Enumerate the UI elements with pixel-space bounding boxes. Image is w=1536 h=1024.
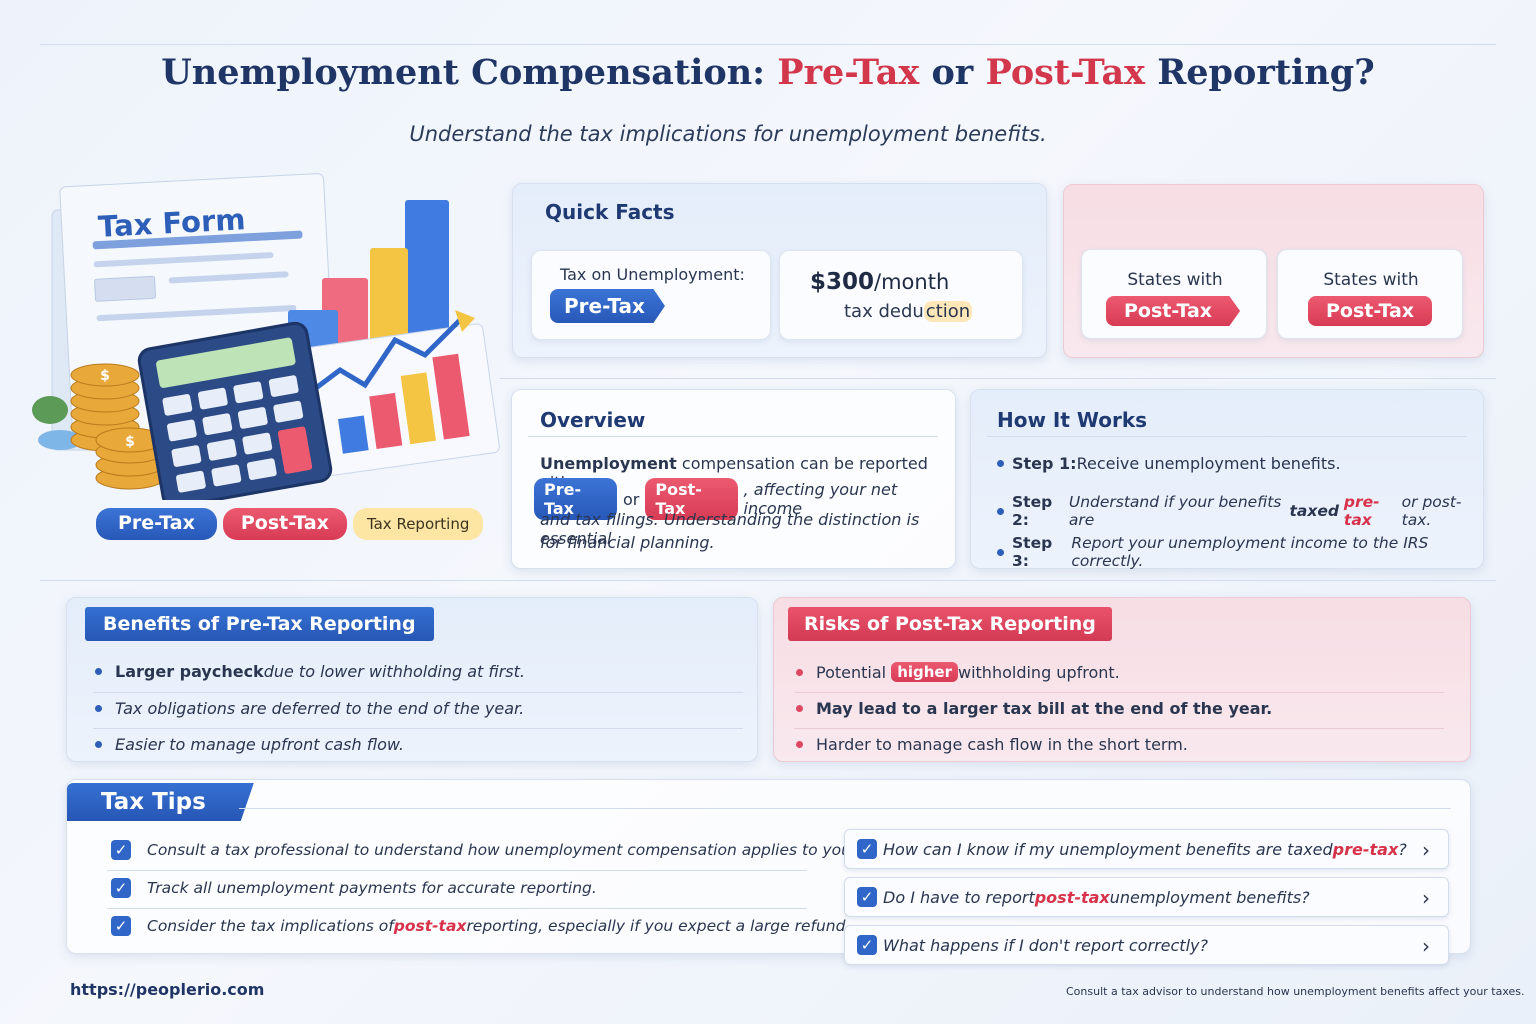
risk-2: May lead to a larger tax bill at the end… bbox=[796, 699, 1272, 718]
benefit-divider-1 bbox=[93, 692, 743, 693]
states-label-2: States with bbox=[1323, 270, 1419, 290]
tag-tax-reporting: Tax Reporting bbox=[352, 508, 484, 540]
step-2: Step 2: Understand if your benefits are … bbox=[997, 493, 1483, 529]
tax-tips-divider bbox=[239, 808, 1451, 809]
overview-heading: Overview bbox=[540, 408, 646, 432]
checkbox-icon: ✓ bbox=[857, 935, 877, 955]
how-it-works-heading: How It Works bbox=[997, 408, 1148, 432]
page-title: Unemployment Compensation: Pre-Tax or Po… bbox=[161, 52, 1375, 93]
footer-url[interactable]: https://peoplerio.com bbox=[70, 980, 265, 999]
hero-illustration: $ $ Pre-Tax Post-Tax Tax Reporting Tax F… bbox=[30, 170, 500, 550]
tip-2: ✓ Track all unemployment payments for acc… bbox=[111, 878, 597, 898]
tax-tips-heading: Tax Tips bbox=[67, 783, 254, 821]
fact-tax-on-unemployment: Tax on Unemployment: Pre-Tax bbox=[531, 250, 771, 340]
how-it-works-divider bbox=[987, 436, 1467, 437]
benefits-card: Benefits of Pre-Tax Reporting Larger pay… bbox=[66, 597, 758, 762]
title-pre-tax: Pre-Tax bbox=[777, 52, 920, 93]
checkbox-icon: ✓ bbox=[111, 840, 131, 860]
svg-text:$: $ bbox=[100, 368, 110, 384]
risk-3: Harder to manage cash flow in the short … bbox=[796, 735, 1188, 754]
risk-divider-2 bbox=[794, 728, 1444, 729]
quick-facts-card: Quick Facts Tax on Unemployment: Pre-Tax… bbox=[512, 183, 1047, 358]
overview-line-2: Pre-Tax or Post-Tax , affecting your net… bbox=[534, 478, 955, 520]
faq-post-tax[interactable]: ✓ Do I have to report post-tax unemploym… bbox=[844, 877, 1449, 917]
overview-divider bbox=[528, 436, 938, 437]
top-divider bbox=[40, 44, 1496, 45]
overview-line-4: for financial planning. bbox=[540, 533, 715, 552]
checkbox-icon: ✓ bbox=[111, 878, 131, 898]
tag-post-tax: Post-Tax bbox=[222, 508, 347, 540]
risks-card: Risks of Post-Tax Reporting Potential hi… bbox=[773, 597, 1471, 762]
faq-report-correctly[interactable]: ✓ What happens if I don't report correct… bbox=[844, 925, 1449, 965]
lower-divider bbox=[40, 580, 1496, 581]
benefit-divider-2 bbox=[93, 728, 743, 729]
overview-pill-pre: Pre-Tax bbox=[534, 478, 617, 520]
chevron-right-icon: › bbox=[1422, 838, 1430, 862]
illustration-tags: Pre-Tax Post-Tax Tax Reporting bbox=[96, 508, 484, 540]
title-post-tax: Post-Tax bbox=[985, 52, 1146, 93]
chevron-right-icon: › bbox=[1422, 934, 1430, 958]
fact1-label: Tax on Unemployment: bbox=[560, 265, 745, 284]
fact2-amount: $300/month bbox=[810, 269, 950, 295]
page-subtitle: Understand the tax implications for unem… bbox=[409, 122, 1047, 146]
risk-divider-1 bbox=[794, 692, 1444, 693]
tip-1: ✓ Consult a tax professional to understan… bbox=[111, 840, 856, 860]
fact1-pill: Pre-Tax bbox=[550, 289, 665, 323]
risk-higher-pill: higher bbox=[891, 662, 958, 682]
checkbox-icon: ✓ bbox=[111, 916, 131, 936]
states-label-1: States with bbox=[1127, 270, 1223, 290]
overview-pill-post: Post-Tax bbox=[645, 478, 738, 520]
svg-text:$: $ bbox=[125, 434, 135, 450]
tax-illustration-icon: $ $ bbox=[32, 173, 500, 509]
benefit-2: Tax obligations are deferred to the end … bbox=[95, 699, 524, 718]
benefits-heading: Benefits of Pre-Tax Reporting bbox=[85, 607, 434, 641]
risks-heading: Risks of Post-Tax Reporting bbox=[788, 607, 1112, 641]
fact-monthly-deduction: $300/month tax dedu ction bbox=[779, 250, 1023, 340]
overview-line-3: and tax filings. Understanding the disti… bbox=[540, 510, 920, 548]
checkbox-icon: ✓ bbox=[857, 839, 877, 859]
overview-card: Overview Unemployment compensation can b… bbox=[511, 389, 956, 569]
tip-divider-1 bbox=[107, 870, 807, 871]
how-it-works-card: How It Works Step 1: Receive unemploymen… bbox=[970, 389, 1484, 570]
faq-pre-tax[interactable]: ✓ How can I know if my unemployment bene… bbox=[844, 829, 1449, 869]
benefit-1: Larger paycheck due to lower withholding… bbox=[95, 662, 525, 681]
checkbox-icon: ✓ bbox=[857, 887, 877, 907]
footer-note: Consult a tax advisor to understand how … bbox=[1066, 985, 1525, 998]
tip-divider-2 bbox=[107, 908, 807, 909]
states-post-tax-1: States with Post-Tax bbox=[1081, 249, 1267, 339]
benefit-3: Easier to manage upfront cash flow. bbox=[95, 735, 404, 754]
states-post-tax-2: States with Post-Tax bbox=[1277, 249, 1463, 339]
states-pill-2: Post-Tax bbox=[1308, 296, 1433, 326]
step-1: Step 1: Receive unemployment benefits. bbox=[997, 454, 1341, 473]
fact2-label: tax dedu ction bbox=[844, 301, 973, 322]
risk-1: Potential higher withholding upfront. bbox=[796, 662, 1120, 682]
mid-divider bbox=[500, 378, 1496, 379]
quick-facts-heading: Quick Facts bbox=[545, 200, 675, 224]
tip-3: ✓ Consider the tax implications of post-t… bbox=[111, 916, 850, 936]
chevron-right-icon: › bbox=[1422, 886, 1430, 910]
overview-line-1: Unemployment compensation can be reporte… bbox=[540, 454, 928, 492]
states-card: States with Post-Tax States with Post-Ta… bbox=[1063, 184, 1484, 358]
tag-pre-tax: Pre-Tax bbox=[96, 508, 217, 540]
states-pill-1: Post-Tax bbox=[1106, 296, 1241, 326]
step-3: Step 3: Report your unemployment income … bbox=[997, 534, 1483, 570]
